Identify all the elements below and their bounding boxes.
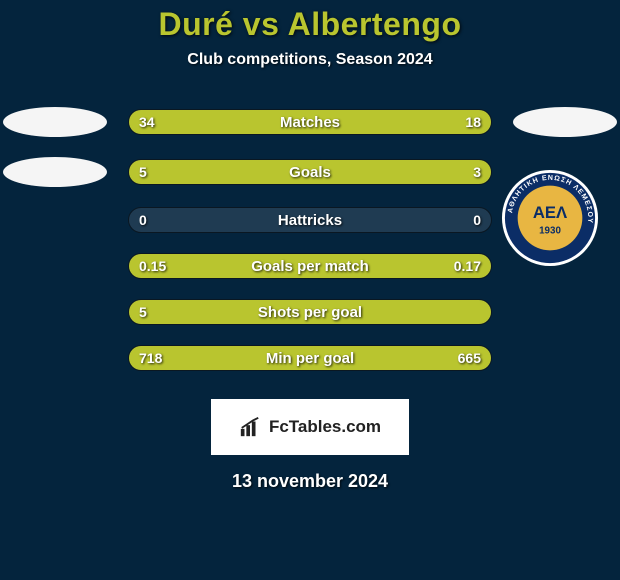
stat-bar: 5Shots per goal xyxy=(128,299,492,325)
left-slot xyxy=(0,157,110,187)
stat-left-value: 0.15 xyxy=(129,254,176,278)
subtitle: Club competitions, Season 2024 xyxy=(187,51,432,69)
stat-bar: 0.150.17Goals per match xyxy=(128,253,492,279)
stat-bar: 0 0Hattricks xyxy=(128,207,492,233)
brand-badge[interactable]: FcTables.com xyxy=(211,399,409,455)
fctables-icon xyxy=(239,416,261,438)
stat-bar-left-fill xyxy=(129,160,355,184)
brand-text: FcTables.com xyxy=(269,417,381,437)
club-placeholder-ellipse xyxy=(3,107,107,137)
stat-left-value: 5 xyxy=(129,300,157,324)
comparison-card: Duré vs Albertengo Club competitions, Se… xyxy=(0,0,620,580)
club-year: 1930 xyxy=(539,226,561,237)
club-badge: ΑΘΛΗΤΙΚΗ ΕΝΩΣΗ ΛΕΜΕΣΟΥΑΕΛ1930 xyxy=(501,169,599,267)
stat-bar: 53Goals xyxy=(128,159,492,185)
club-placeholder-ellipse xyxy=(513,107,617,137)
right-slot xyxy=(510,107,620,137)
left-slot xyxy=(0,107,110,137)
stat-right-value: 0.17 xyxy=(444,254,491,278)
stat-left-value: 718 xyxy=(129,346,172,370)
stat-left-value: 5 xyxy=(129,160,157,184)
stat-left-value: 0 xyxy=(129,208,157,232)
stat-bar-left-fill xyxy=(129,300,491,324)
stat-right-value: 3 xyxy=(463,160,491,184)
stat-right-value xyxy=(471,300,491,324)
stat-right-value: 18 xyxy=(455,110,491,134)
stat-label: Hattricks xyxy=(129,208,491,232)
stat-row: 718665Min per goal xyxy=(0,345,620,371)
stat-bar: 718665Min per goal xyxy=(128,345,492,371)
club-badge-svg: ΑΘΛΗΤΙΚΗ ΕΝΩΣΗ ΛΕΜΕΣΟΥΑΕΛ1930 xyxy=(501,169,599,267)
stat-row: 5Shots per goal xyxy=(0,299,620,325)
stat-row: 3418Matches xyxy=(0,107,620,137)
date-label: 13 november 2024 xyxy=(232,471,388,492)
club-placeholder-ellipse xyxy=(3,157,107,187)
page-title: Duré vs Albertengo xyxy=(159,6,462,43)
stat-right-value: 0 xyxy=(463,208,491,232)
stat-left-value: 34 xyxy=(129,110,165,134)
stat-bar: 3418Matches xyxy=(128,109,492,135)
stat-right-value: 665 xyxy=(448,346,491,370)
club-monogram: ΑΕΛ xyxy=(533,203,567,222)
